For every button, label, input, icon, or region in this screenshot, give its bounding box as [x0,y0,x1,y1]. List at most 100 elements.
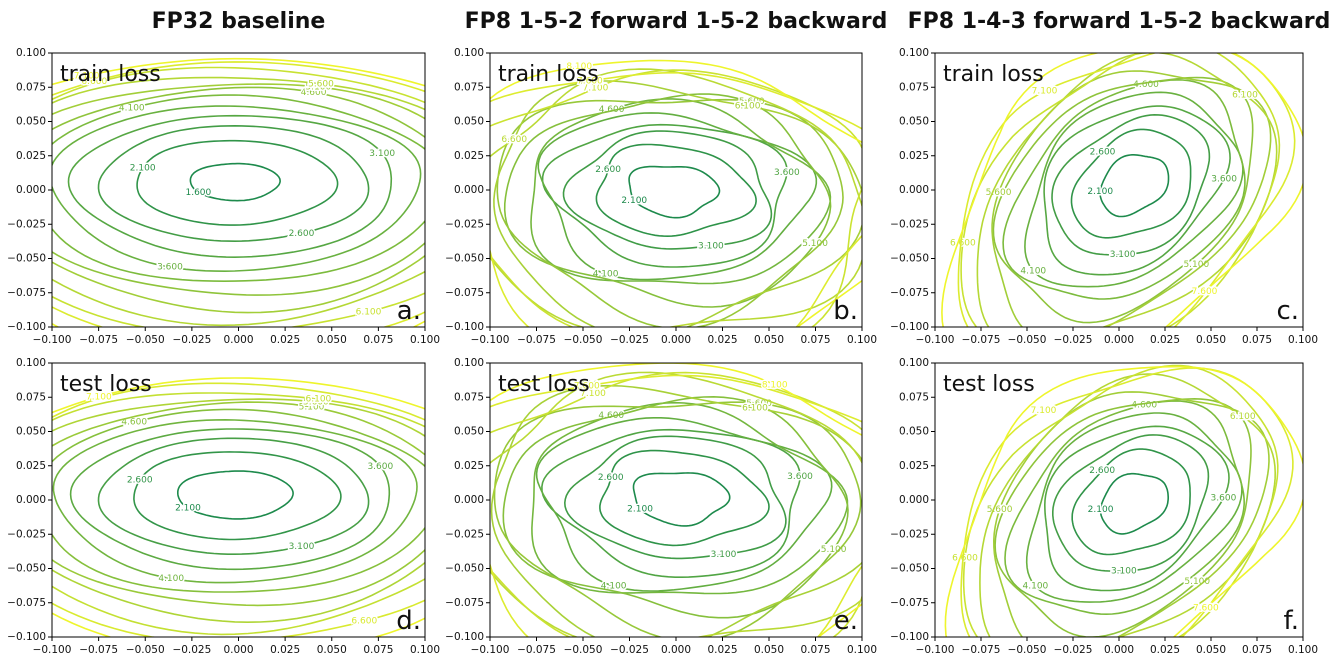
contour-line [1004,400,1246,616]
y-tick-label: −0.025 [7,528,46,540]
contour-label: 4.100 [1020,267,1046,277]
x-tick-label: 0.025 [1150,334,1180,346]
contour-label: 7.600 [574,381,600,391]
contour-line [531,401,849,595]
contour-label: 3.600 [1211,175,1237,185]
x-tick-label: −0.025 [610,644,649,656]
contour-label: 6.100 [735,102,761,112]
x-tick-label: −0.075 [517,644,556,656]
contours: 1.6002.1002.6003.1003.6004.1004.6005.100… [52,57,425,327]
y-tick-label: 0.075 [454,81,484,93]
y-tick-label: 0.025 [16,460,46,472]
y-tick-label: 0.100 [899,357,929,369]
panel-letter: a. [397,296,421,326]
contour-label: 1.600 [185,188,211,198]
contour-line [1043,105,1231,276]
y-tick-label: 0.100 [454,47,484,59]
contour-line [1099,154,1170,218]
panel-letter: f. [1283,606,1299,636]
y-tick-label: 0.100 [16,47,46,59]
contour-line [52,57,425,327]
contour-line [979,373,1277,637]
contour-line [52,377,425,637]
y-tick-label: −0.025 [445,218,484,230]
contour-label: 6.600 [952,554,978,564]
contour-line [1051,113,1211,256]
contour-line [535,417,833,592]
contour-label: 4.600 [121,418,147,428]
contour-line [632,472,731,527]
contour-line [52,86,425,296]
contour-label: 5.600 [987,505,1013,515]
x-tick-label: 0.000 [661,644,691,656]
panel: FP8 1-4-3 forward 1-5-2 backward 2.100 2.6… [890,9,1329,346]
contour-line [530,98,832,285]
contour-line [490,384,862,637]
contour-line [52,61,425,327]
panel-annotation: test loss [498,372,590,397]
contour-label: 5.100 [1184,577,1210,587]
x-tick-label: −0.025 [1054,644,1093,656]
y-tick-label: −0.100 [445,631,484,643]
contours: 2.1002.6003.1003.6004.1004.6005.1005.600… [490,59,862,327]
contour-line [490,68,862,327]
contour-line [52,105,422,273]
x-tick-label: −0.050 [564,334,603,346]
x-tick-label: 0.025 [1150,644,1180,656]
y-tick-label: 0.075 [899,81,929,93]
contour-line [944,365,1303,637]
x-tick-label: −0.075 [962,644,1001,656]
y-tick-label: −0.025 [890,528,929,540]
contour-label: 5.100 [1183,260,1209,270]
contour-line [493,401,862,637]
y-tick-label: 0.000 [899,184,929,196]
contour-line [1071,448,1191,556]
x-tick-label: 0.075 [1242,334,1272,346]
contour-line [1052,434,1210,572]
contour-label: 3.100 [369,149,395,159]
contour-line [1099,472,1169,535]
contour-line [1070,128,1192,239]
contour-label: 6.600 [501,135,527,145]
y-tick-label: −0.075 [7,287,46,299]
contours: 2.1002.6003.1003.6004.1004.6005.1005.600… [490,363,862,637]
x-tick-label: −0.100 [471,644,510,656]
contour-label: 3.100 [289,542,315,552]
contour-label: 6.100 [356,307,382,317]
y-tick-label: −0.100 [7,321,46,333]
contour-line [957,53,1296,327]
x-tick-label: −0.075 [517,334,556,346]
contour-label: 3.600 [367,462,393,472]
x-tick-label: 0.000 [1104,334,1134,346]
y-tick-label: 0.000 [454,184,484,196]
contour-line [490,371,862,637]
contour-label: 7.600 [1193,603,1219,613]
contour-line [177,470,294,520]
x-tick-label: 0.100 [1288,644,1318,656]
contour-line [69,428,391,571]
x-tick-label: −0.025 [1054,334,1093,346]
contour-line [992,76,1254,324]
x-tick-label: −0.075 [79,644,118,656]
x-tick-label: 0.050 [754,334,784,346]
contour-label: 4.100 [601,582,627,592]
contour-label: 7.100 [583,84,609,94]
x-tick-label: 0.050 [317,334,347,346]
y-tick-label: −0.050 [890,563,929,575]
contour-label: 3.100 [1110,250,1136,260]
contour-label: 5.600 [308,79,334,89]
y-tick-label: 0.000 [454,494,484,506]
x-tick-label: 0.050 [1196,644,1226,656]
y-tick-label: 0.050 [454,116,484,128]
contour-line [490,363,862,637]
x-tick-label: −0.075 [79,334,118,346]
x-tick-label: 0.025 [707,644,737,656]
contour-line [960,367,1294,637]
y-tick-label: 0.025 [16,150,46,162]
x-tick-label: 0.050 [1196,334,1226,346]
contour-line [52,401,425,607]
x-tick-label: 0.025 [270,644,300,656]
contour-label: 4.100 [1023,582,1049,592]
contours: 2.1002.6003.1003.6004.1004.6005.1005.600… [941,53,1303,327]
